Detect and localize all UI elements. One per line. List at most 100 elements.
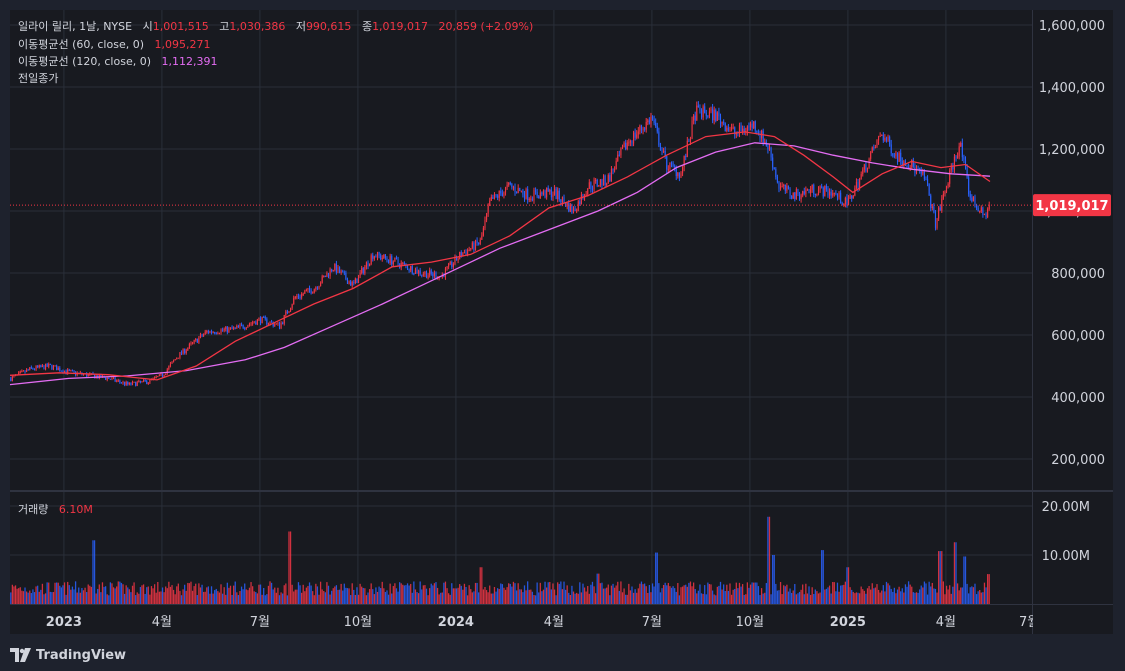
volume-bar [217,591,219,604]
time-axis-labels[interactable]: 2023 4월 7월 10월 2024 4월 7월 10월 2025 4월 7월 [46,605,1113,634]
volume-bar [334,586,336,604]
volume-bar [444,581,447,604]
volume-bar [882,585,884,604]
candle-body [67,369,69,374]
prev-close-legend[interactable]: 전일종가 [18,70,58,86]
candle-body [685,156,687,158]
candle-body [705,112,707,116]
candle-body [544,190,546,198]
volume-bar [677,583,679,604]
candle-body [522,190,524,195]
volume-bar [214,590,216,604]
price-axis-label: 1,600,000 [1039,19,1105,34]
volume-axis-labels[interactable]: 20.00M 10.00M [1042,500,1090,564]
volume-bar [934,588,937,604]
volume-bar [971,586,973,604]
volume-bar [351,583,353,604]
candle-body [59,367,61,371]
sma60-label[interactable]: 이동평균선 (60, close, 0) [18,38,144,51]
candle-body [448,263,450,267]
volume-bar [285,583,287,604]
candle-body [971,197,973,202]
candle-body [841,203,843,205]
volume-bar [338,589,341,604]
volume-bar [421,589,423,604]
candle-body [275,323,277,325]
candle-body [291,304,293,309]
volume-bar [193,586,195,604]
candle-body [715,109,717,121]
volume-bar [933,588,935,604]
candle-body [773,167,775,169]
volume-bar [90,586,93,604]
volume-bar [195,583,197,604]
volume-bar [207,586,210,604]
candle-body [639,125,641,132]
volume-bar [655,552,657,604]
volume-bar [580,592,583,604]
ohlc-legend[interactable]: 일라이 릴리, 1날, NYSE 시1,001,515 고1,030,386 저… [18,18,533,34]
candle-body [395,257,398,260]
volume-bar [538,592,540,604]
tradingview-footer[interactable]: TradingView [10,645,126,665]
volume-bar [179,590,181,604]
candle-body [362,268,364,274]
candle-body [985,214,987,217]
candle-body [743,128,745,132]
volume-bar [405,585,407,604]
volume-bar [675,591,677,604]
candle-body [838,192,840,198]
time-axis-label: 2024 [438,615,474,630]
candle-body [952,165,954,170]
candle-body [878,136,880,141]
sma120-label[interactable]: 이동평균선 (120, close, 0) [18,55,151,68]
volume-bar [806,593,809,604]
volume-bar [658,583,660,604]
volume-bar [240,586,243,604]
candle-body [569,204,571,212]
volume-bar [196,595,198,604]
candle-body [824,185,826,197]
volume-bar [767,516,769,604]
volume-legend[interactable]: 거래량 6.10M [18,501,93,517]
candle-body [474,240,477,250]
candle-body [980,207,982,212]
candle-body [430,270,432,274]
candle-body [734,127,736,135]
volume-bar [824,589,826,604]
candle-body [983,214,986,216]
time-axis-label: 2025 [830,615,866,630]
candle-body [789,188,791,196]
volume-bar [176,586,178,604]
chart-frame[interactable]: 1,600,0001,400,0001,200,0001,000,000800,… [0,0,1125,636]
volume-bar [323,591,325,604]
candle-body [323,276,325,278]
prev-close-label[interactable]: 전일종가 [18,72,59,85]
volume-bar [811,587,813,604]
candle-body [253,322,255,324]
volume-bar [473,591,475,604]
sma120-legend[interactable]: 이동평균선 (120, close, 0) 1,112,391 [18,53,217,69]
volume-bar [25,591,28,604]
volume-bar [944,594,946,604]
volume-label[interactable]: 거래량 [18,503,49,516]
candle-body [51,364,53,369]
volume-bar [968,593,970,604]
symbol-title[interactable]: 일라이 릴리, 1날, NYSE [18,20,133,33]
candle-body [811,184,813,190]
candle-body [367,262,369,267]
volume-bar [879,592,881,604]
candle-body [308,287,311,291]
candle-body [334,263,336,270]
candle-body [806,189,808,191]
candle-body [688,140,690,142]
sma60-legend[interactable]: 이동평균선 (60, close, 0) 1,095,271 [18,36,210,52]
volume-bar [778,590,780,604]
candle-body [601,179,603,186]
volume-bar [46,582,48,604]
volume-bar [180,595,183,604]
candle-body [576,210,578,212]
chart-canvas[interactable]: 1,600,0001,400,0001,200,0001,000,000800,… [0,0,1125,636]
candle-body [185,350,187,354]
candle-body [141,381,143,383]
